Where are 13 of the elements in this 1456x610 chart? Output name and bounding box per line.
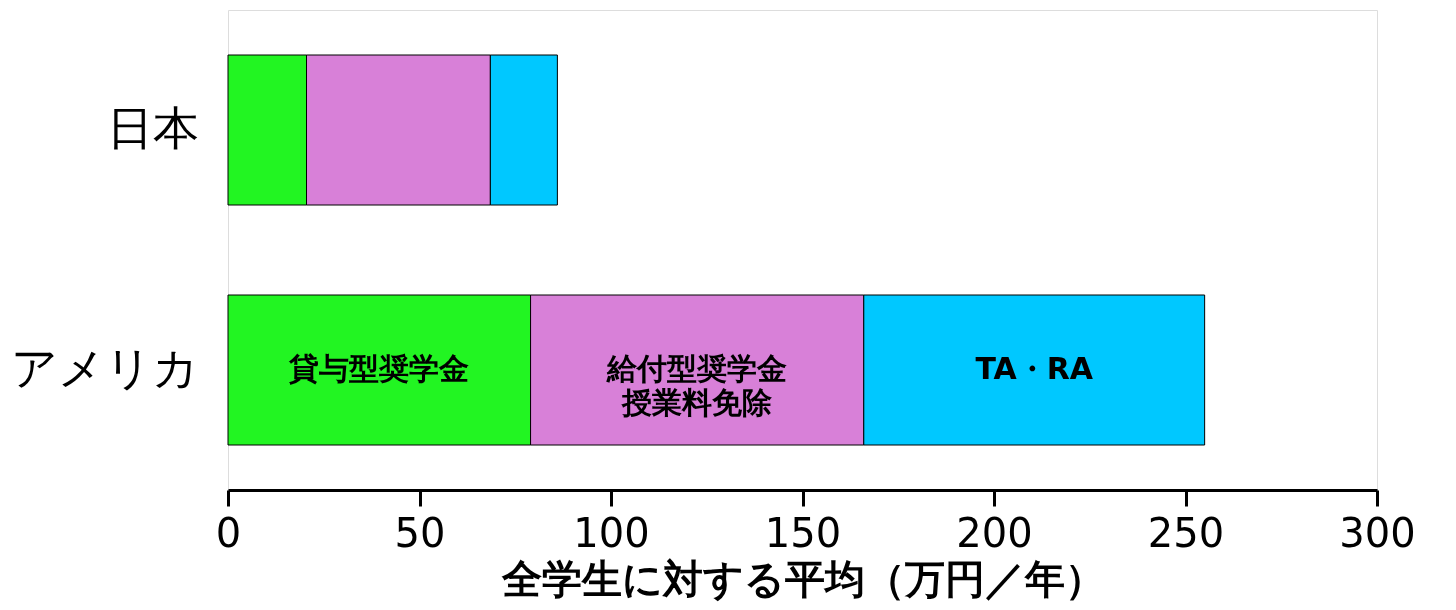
y-tick-label: 日本 bbox=[106, 101, 199, 155]
y-tick-label: アメリカ bbox=[10, 341, 199, 395]
x-axis-title: 全学生に対する平均（万円／年） bbox=[500, 555, 1105, 602]
series-label: 貸与型奨学金 bbox=[288, 351, 470, 386]
x-tick-label: 50 bbox=[394, 509, 446, 556]
x-tick-label: 200 bbox=[956, 509, 1033, 556]
x-tick-label: 150 bbox=[764, 509, 842, 556]
x-tick-label: 300 bbox=[1339, 509, 1416, 556]
series-label: 給付型奨学金授業料免除 bbox=[606, 351, 788, 420]
series-label: TA・RA bbox=[975, 351, 1094, 386]
x-tick-label: 100 bbox=[573, 509, 650, 556]
x-tick-label: 0 bbox=[215, 509, 242, 556]
x-tick-label: 250 bbox=[1147, 509, 1225, 556]
